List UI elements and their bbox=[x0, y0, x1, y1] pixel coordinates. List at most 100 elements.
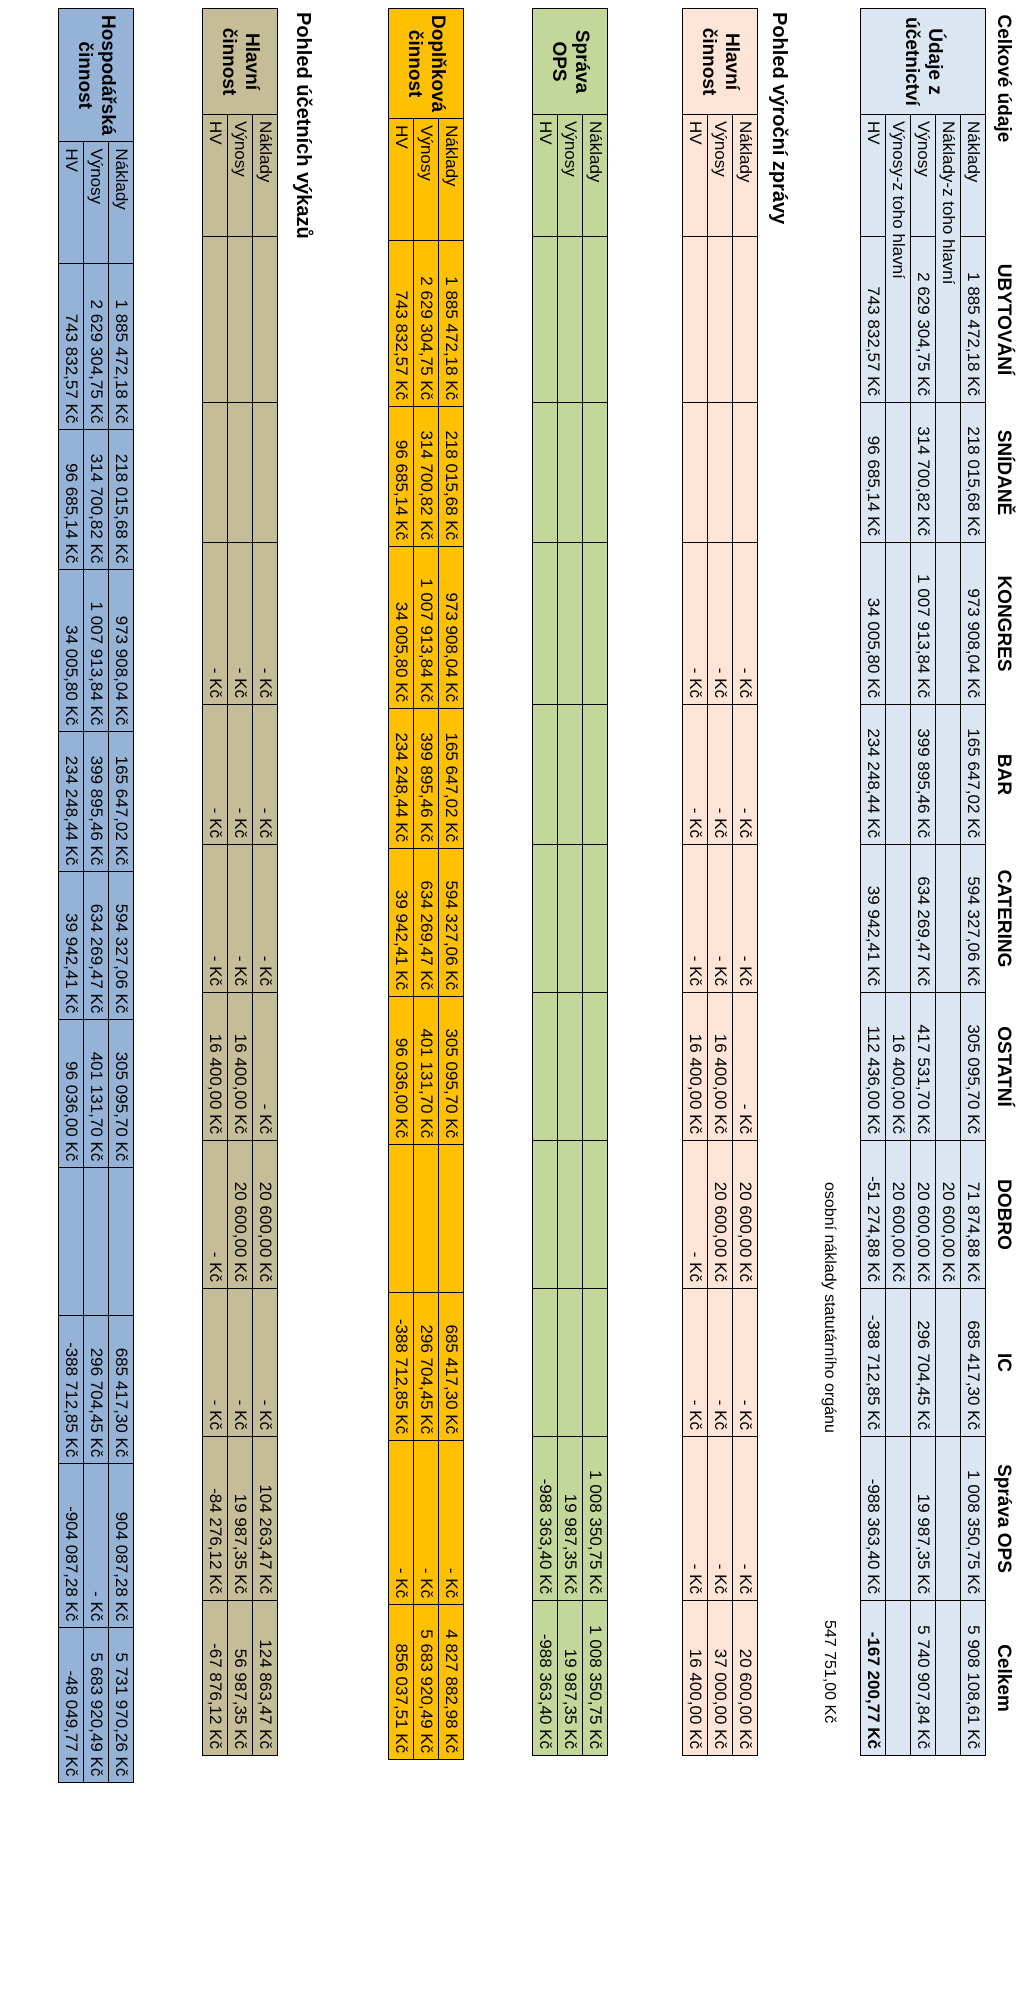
table-cell: - Kč bbox=[413, 1440, 439, 1605]
table-cell bbox=[707, 236, 733, 403]
table-cell: 296 704,45 Kč bbox=[413, 1292, 439, 1441]
table-cell bbox=[557, 236, 583, 403]
row-label: HV bbox=[860, 114, 886, 237]
table-cell: 20 600,00 Kč bbox=[252, 1140, 278, 1289]
group-label: Doplňková činnost bbox=[388, 8, 464, 119]
table-cell: - Kč bbox=[732, 1288, 758, 1437]
table-cell: - Kč bbox=[388, 1440, 414, 1605]
table-cell: 634 269,47 Kč bbox=[413, 848, 439, 997]
table-row: Hospodářská činnost Náklady 1 885 472,18 K… bbox=[58, 8, 134, 1783]
table-cell: - Kč bbox=[707, 542, 733, 705]
table-cell bbox=[582, 236, 608, 403]
table-row: Údaje z účetnictví Náklady 1 885 472,18 … bbox=[860, 8, 986, 1756]
row-label: HV bbox=[58, 141, 84, 264]
table-cell: - Kč bbox=[682, 542, 708, 705]
table-cell: 5 908 108,61 Kč bbox=[960, 1600, 986, 1756]
table-cell: 594 327,06 Kč bbox=[960, 844, 986, 993]
table-cell bbox=[557, 992, 583, 1141]
table-cell: - Kč bbox=[227, 542, 253, 705]
table-cell: 856 037,51 Kč bbox=[388, 1604, 414, 1760]
table-cell: -84 276,12 Kč bbox=[202, 1436, 228, 1601]
table-cell: 37 000,00 Kč bbox=[707, 1600, 733, 1756]
table-cell: - Kč bbox=[732, 992, 758, 1141]
table-cell: 1 008 350,75 Kč bbox=[582, 1436, 608, 1601]
table-cell: - Kč bbox=[732, 542, 758, 705]
note-value: 547 751,00 Kč bbox=[821, 1620, 838, 1724]
row-label: Výnosy bbox=[413, 118, 439, 241]
table-cell: - Kč bbox=[202, 542, 228, 705]
table-cell: 1 008 350,75 Kč bbox=[582, 1600, 608, 1756]
table-cell: 594 327,06 Kč bbox=[108, 871, 134, 1020]
table-cell: -388 712,85 Kč bbox=[860, 1288, 886, 1437]
table-cell: 973 908,04 Kč bbox=[438, 546, 464, 709]
table-cell bbox=[252, 402, 278, 543]
header-catering: CATERING bbox=[993, 869, 1014, 968]
table-cell: - Kč bbox=[707, 844, 733, 993]
table-cell: 16 400,00 Kč bbox=[682, 992, 708, 1141]
table-cell: - Kč bbox=[732, 844, 758, 993]
table-cell: 218 015,68 Kč bbox=[438, 406, 464, 547]
table-cell: 34 005,80 Kč bbox=[388, 546, 414, 709]
table-cell: - Kč bbox=[227, 844, 253, 993]
table-cell: 314 700,82 Kč bbox=[83, 429, 109, 570]
section-heading-vykazu: Pohled účetních výkazů bbox=[292, 12, 314, 239]
table-cell: 112 436,00 Kč bbox=[860, 992, 886, 1141]
table-cell bbox=[557, 704, 583, 845]
row-label: Výnosy bbox=[557, 114, 583, 237]
row-label: Náklady bbox=[252, 114, 278, 237]
table-cell: -988 363,40 Kč bbox=[860, 1436, 886, 1601]
table-cell: - Kč bbox=[682, 704, 708, 845]
table-cell: 401 131,70 Kč bbox=[83, 1019, 109, 1168]
row-label: Výnosy bbox=[227, 114, 253, 237]
table-cell bbox=[682, 236, 708, 403]
table-row: HV 743 832,57 Kč 96 685,14 Kč 34 005,80 Kč 2… bbox=[388, 9, 414, 1760]
table-cell: - Kč bbox=[83, 1463, 109, 1628]
table-cell: 234 248,44 Kč bbox=[860, 704, 886, 845]
table-cell bbox=[252, 236, 278, 403]
table-cell: - Kč bbox=[438, 1440, 464, 1605]
table-cell: - Kč bbox=[732, 1436, 758, 1601]
table-cell: 96 685,14 Kč bbox=[860, 402, 886, 543]
table-cell bbox=[732, 236, 758, 403]
table-cell bbox=[532, 542, 558, 705]
table-cell: 296 704,45 Kč bbox=[910, 1288, 936, 1437]
table-cell bbox=[108, 1167, 134, 1316]
table-cell bbox=[227, 402, 253, 543]
doplnkova-cinnost-table: Doplňková činnost Náklady 1 885 472,18 Kč 2… bbox=[388, 8, 464, 1760]
header-ubytovani: UBYTOVÁNÍ bbox=[993, 263, 1014, 376]
table-cell: 296 704,45 Kč bbox=[83, 1315, 109, 1464]
hlavni-cinnost-table: Hlavní činnost Náklady - Kč - Kč - Kč - Kč 20 … bbox=[682, 8, 758, 1756]
table-cell: 904 087,28 Kč bbox=[108, 1463, 134, 1628]
table-cell bbox=[582, 704, 608, 845]
table-cell: 1 885 472,18 Kč bbox=[960, 236, 986, 403]
table-cell: 34 005,80 Kč bbox=[58, 569, 84, 732]
table-cell: 743 832,57 Kč bbox=[388, 240, 414, 407]
table-cell: 1 007 913,84 Kč bbox=[83, 569, 109, 732]
table-cell: 234 248,44 Kč bbox=[388, 708, 414, 849]
table-cell: 314 700,82 Kč bbox=[910, 402, 936, 543]
table-cell bbox=[582, 992, 608, 1141]
table-cell bbox=[83, 1167, 109, 1316]
table-cell: 16 400,00 Kč bbox=[227, 992, 253, 1141]
table-cell: 20 600,00 Kč bbox=[707, 1140, 733, 1289]
table-cell: -167 200,77 Kč bbox=[860, 1600, 886, 1756]
table-cell: - Kč bbox=[252, 704, 278, 845]
table-cell: 234 248,44 Kč bbox=[58, 731, 84, 872]
hlavni-cinnost-vykazy-table: Hlavní činnost Náklady - Kč - Kč - Kč - Kč 20 … bbox=[202, 8, 278, 1756]
table-cell bbox=[532, 992, 558, 1141]
table-cell: 20 600,00 Kč bbox=[227, 1140, 253, 1289]
table-cell: 19 987,35 Kč bbox=[557, 1436, 583, 1601]
table-cell: 973 908,04 Kč bbox=[108, 569, 134, 732]
table-cell bbox=[532, 1140, 558, 1289]
table-cell bbox=[532, 844, 558, 993]
table-row: Hlavní činnost Náklady - Kč - Kč - Kč - Kč 20 … bbox=[202, 8, 278, 1756]
table-cell: - Kč bbox=[682, 844, 708, 993]
table-cell: -51 274,88 Kč bbox=[860, 1140, 886, 1289]
header-label: Celkové údaje bbox=[993, 14, 1014, 143]
table-cell: 417 531,70 Kč bbox=[910, 992, 936, 1141]
table-cell: - Kč bbox=[252, 1288, 278, 1437]
table-cell bbox=[532, 704, 558, 845]
table-cell bbox=[582, 402, 608, 543]
row-label: Náklady-z toho hlavní bbox=[935, 114, 961, 403]
table-row: HV 743 832,57 Kč 96 685,14 Kč 34 005,80 Kč 2… bbox=[58, 9, 84, 1783]
